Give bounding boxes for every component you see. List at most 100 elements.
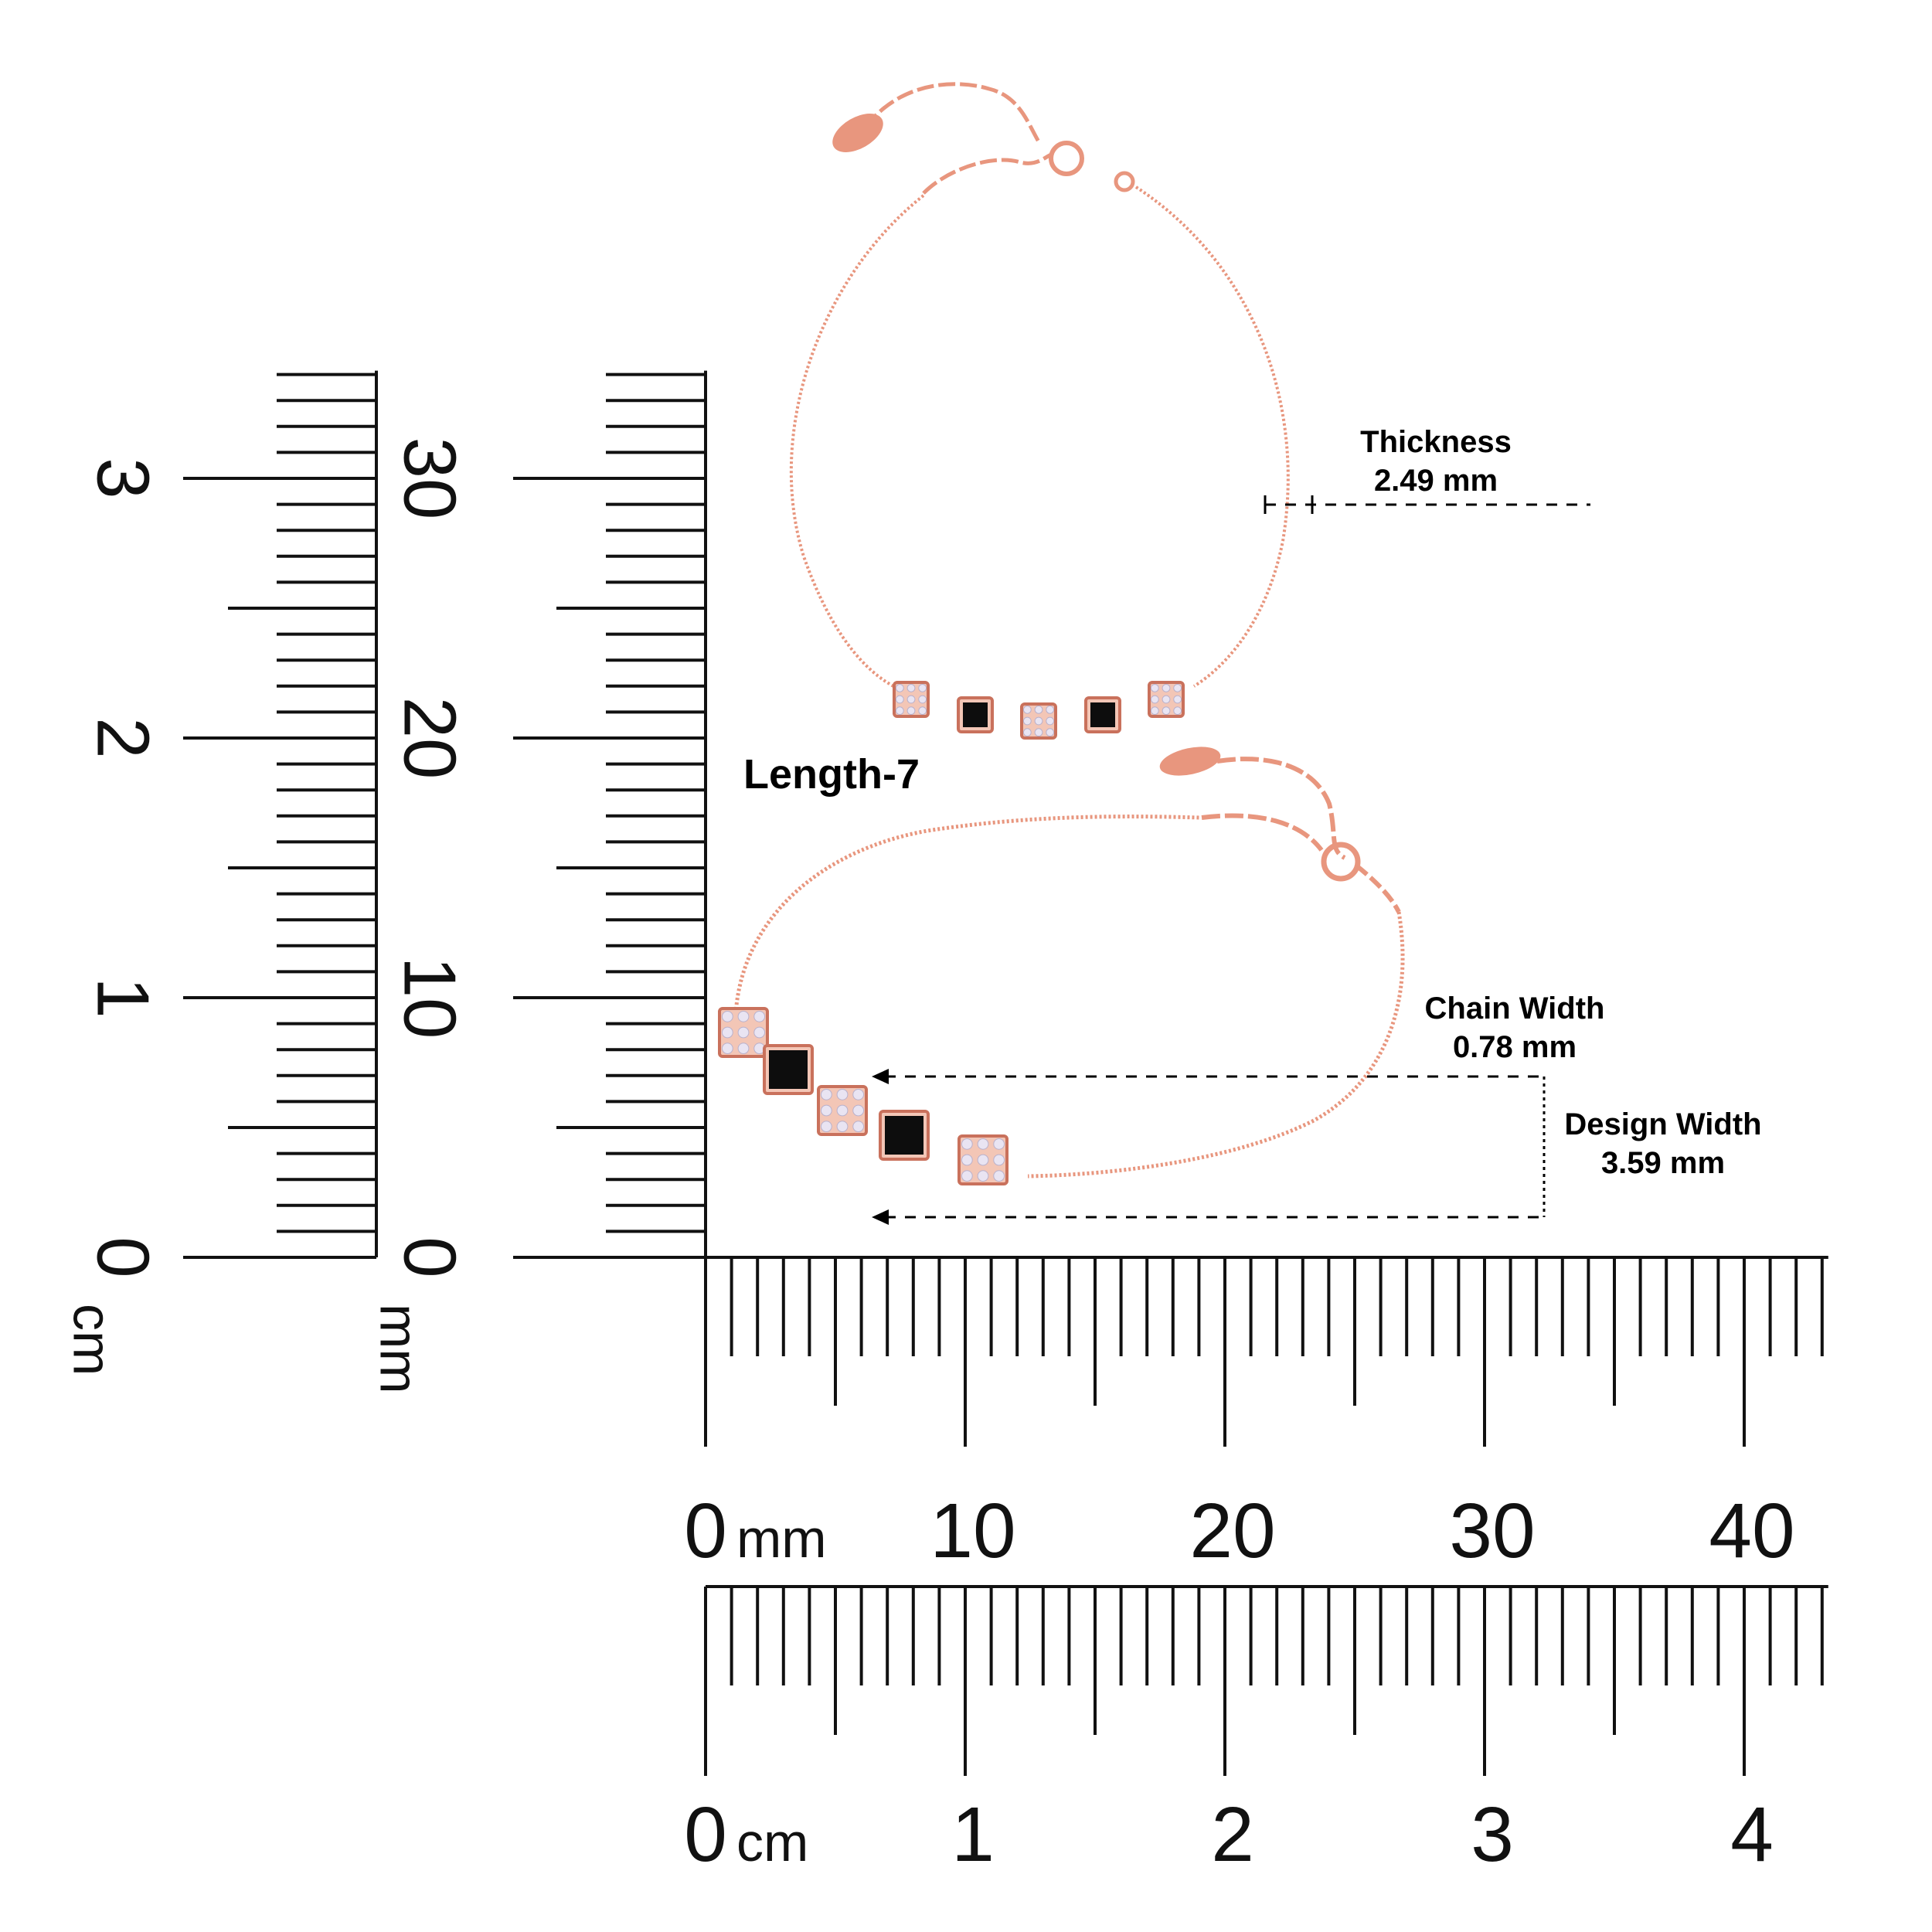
- crystal-stone: [820, 1088, 832, 1100]
- crystal-stone: [918, 695, 927, 704]
- crystal-stone: [737, 1026, 750, 1039]
- crystal-stone: [1150, 706, 1159, 716]
- onyx-stone: [963, 702, 988, 727]
- teardrop-tag: [832, 114, 883, 152]
- onyx-stone: [1090, 702, 1115, 727]
- extension-links: [1355, 863, 1401, 913]
- crystal-stone: [820, 1121, 832, 1133]
- crystal-stone: [906, 695, 916, 704]
- ruler-unit: cm: [736, 1812, 808, 1872]
- crystal-charm: [893, 681, 930, 718]
- crystal-stone: [721, 1043, 733, 1055]
- crystal-stone: [1173, 683, 1182, 692]
- thickness-label: Thickness: [1360, 425, 1512, 459]
- crystal-stone: [895, 695, 904, 704]
- spring-ring-clasp: [1049, 141, 1084, 176]
- thickness-value: 2.49 mm: [1374, 464, 1498, 498]
- ruler-label: 2: [1211, 1791, 1254, 1878]
- design-width-label: Design Width: [1564, 1107, 1761, 1141]
- crystal-stone: [993, 1154, 1005, 1166]
- crystal-stone: [918, 683, 927, 692]
- crystal-stone: [852, 1088, 865, 1100]
- crystal-stone: [1162, 695, 1171, 704]
- extension-chain: [1216, 757, 1346, 860]
- ruler-label: 10: [388, 957, 471, 1039]
- crystal-stone: [977, 1154, 989, 1166]
- crystal-stone: [1034, 705, 1043, 714]
- crystal-stone: [753, 1026, 766, 1039]
- ruler-label: 40: [1709, 1488, 1794, 1574]
- crystal-stone: [1173, 706, 1182, 716]
- ruler-label: 30: [1449, 1488, 1535, 1574]
- crystal-charm: [817, 1085, 868, 1136]
- crystal-stone: [1150, 683, 1159, 692]
- onyx-stone: [885, 1116, 923, 1155]
- crystal-stone: [1173, 695, 1182, 704]
- extension-chain: [1201, 813, 1324, 852]
- chain-main: [733, 815, 1200, 1015]
- charm-row: [718, 1007, 1009, 1185]
- crystal-stone: [1046, 728, 1055, 737]
- ruler-label: 0: [388, 1236, 471, 1277]
- onyx-charm: [879, 1110, 930, 1161]
- crystal-stone: [1046, 716, 1055, 726]
- horizontal-ruler-horizontal_cm: 0 1 2 3 4 cm: [684, 1585, 1828, 1878]
- crystal-stone: [1022, 705, 1032, 714]
- crystal-stone: [1034, 728, 1043, 737]
- ruler-unit: mm: [736, 1509, 827, 1569]
- crystal-stone: [852, 1104, 865, 1117]
- onyx-charm: [763, 1044, 814, 1095]
- crystal-stone: [820, 1104, 832, 1117]
- crystal-stone: [961, 1154, 973, 1166]
- ruler-label: 2: [81, 717, 164, 758]
- crystal-stone: [852, 1121, 865, 1133]
- crystal-stone: [895, 683, 904, 692]
- ruler-label: 10: [930, 1488, 1015, 1574]
- crystal-stone: [836, 1104, 849, 1117]
- crystal-stone: [737, 1043, 750, 1055]
- vertical-ruler-vertical_mm: 0 10 20 30 mm: [369, 370, 707, 1394]
- vertical-ruler-vertical_cm: 0 1 2 3 cm: [63, 370, 378, 1376]
- chain-right: [1027, 911, 1405, 1179]
- crystal-stone: [836, 1121, 849, 1133]
- thickness-annotation: Thickness 2.49 mm: [1264, 425, 1590, 514]
- crystal-stone: [721, 1026, 733, 1039]
- crystal-stone: [977, 1138, 989, 1150]
- teardrop-tag: [1159, 747, 1221, 776]
- arrow-head-icon: [872, 1069, 889, 1084]
- crystal-charm: [1148, 681, 1185, 718]
- crystal-stone: [721, 1010, 733, 1022]
- crystal-stone: [993, 1138, 1005, 1150]
- crystal-charm: [957, 1134, 1009, 1185]
- chain-width-annotation: Chain Width 0.78 mm: [1425, 992, 1605, 1064]
- ruler-label: 1: [81, 977, 164, 1018]
- ruler-unit: mm: [369, 1304, 430, 1394]
- ruler-label: 4: [1730, 1791, 1774, 1878]
- spring-ring-clasp: [1321, 842, 1361, 882]
- crystal-stone: [1046, 705, 1055, 714]
- ruler-unit: cm: [63, 1304, 123, 1376]
- chain-width-label: Chain Width: [1425, 992, 1605, 1026]
- crystal-stone: [961, 1170, 973, 1182]
- bracelet-top: [789, 82, 1290, 740]
- ruler-label: 20: [388, 697, 471, 780]
- onyx-charm: [1084, 696, 1121, 733]
- crystal-stone: [737, 1010, 750, 1022]
- charm-row: [893, 681, 1185, 740]
- arrow-head-icon: [872, 1209, 889, 1225]
- ruler-label: 20: [1189, 1488, 1275, 1574]
- bracelet-bottom: [718, 747, 1405, 1185]
- ruler-label: 0: [684, 1488, 727, 1574]
- crystal-stone: [836, 1088, 849, 1100]
- crystal-stone: [918, 706, 927, 716]
- extension-chain: [922, 152, 1053, 195]
- crystal-stone: [1162, 706, 1171, 716]
- crystal-stone: [977, 1170, 989, 1182]
- crystal-stone: [906, 683, 916, 692]
- horizontal-ruler-horizontal_mm: 0 10 20 30 40 mm: [684, 1256, 1828, 1574]
- design-width-annotation: Design Width 3.59 mm: [872, 1069, 1762, 1225]
- length-title: Length-7: [743, 751, 920, 798]
